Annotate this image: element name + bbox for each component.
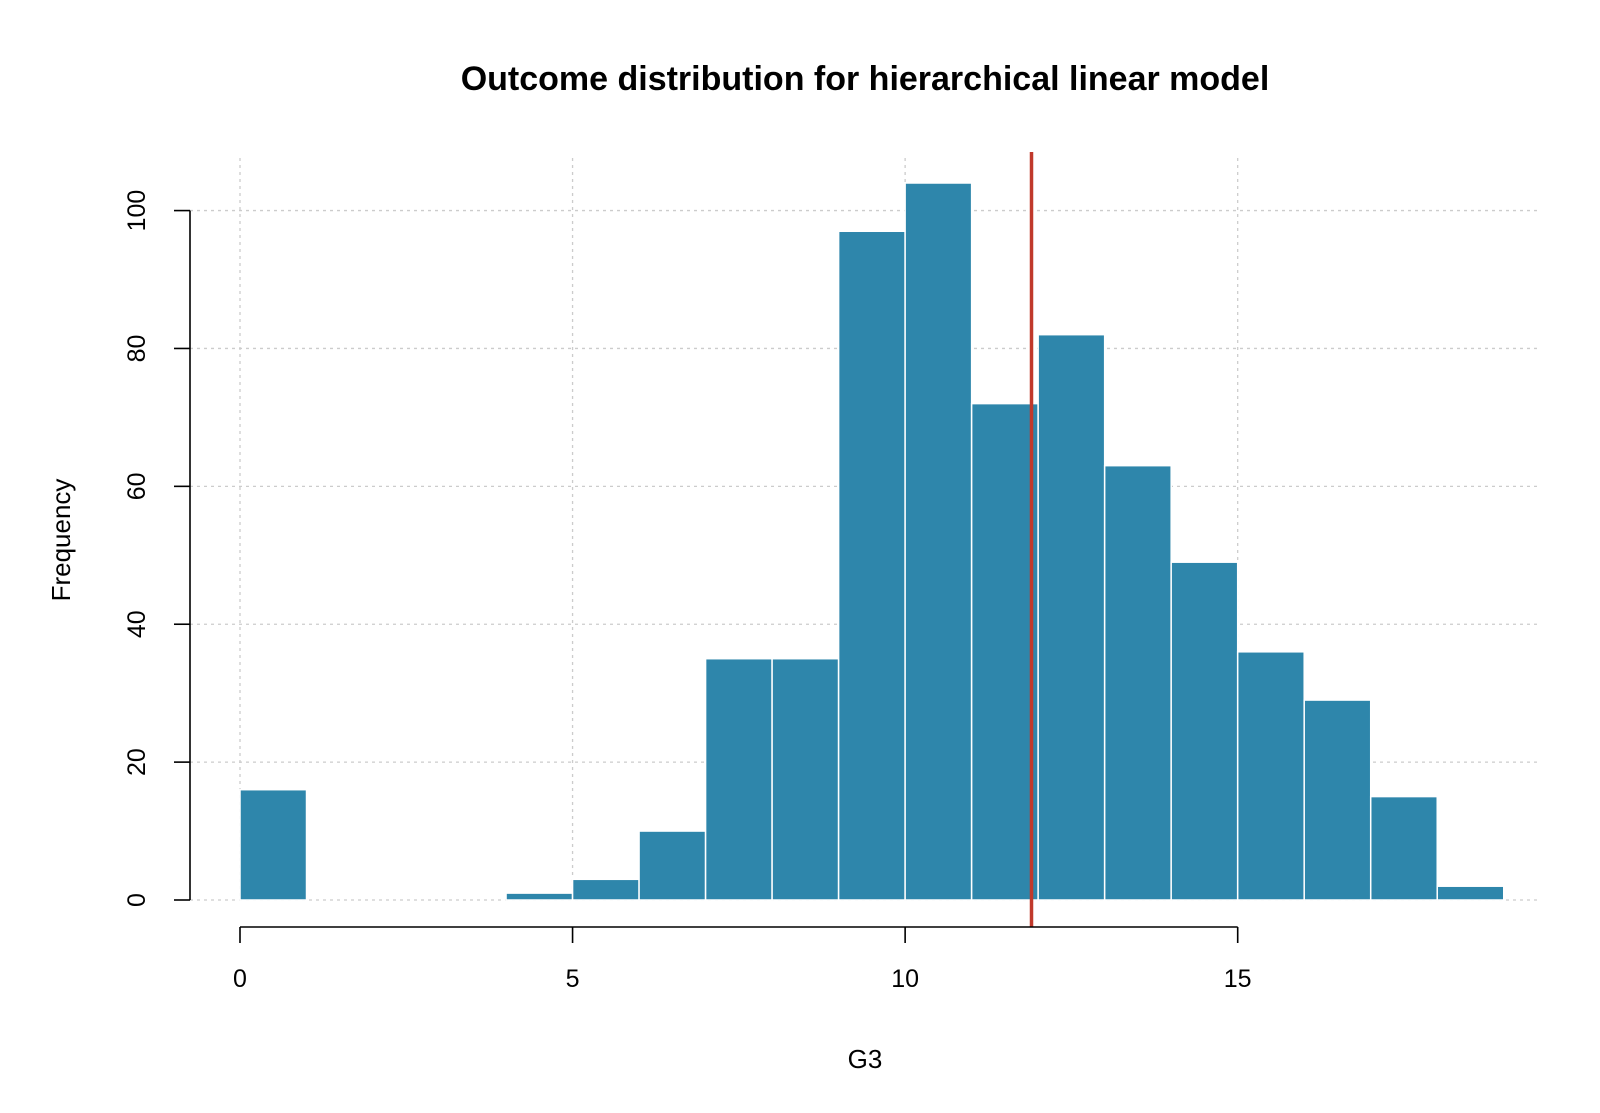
histogram-bar xyxy=(837,230,906,901)
x-tick-label: 5 xyxy=(566,965,580,993)
histogram-bar xyxy=(771,657,840,901)
axes-layer: 0 20 40 60 80 100 0 5 10 15 xyxy=(123,190,1252,993)
histogram-bar xyxy=(1303,699,1372,901)
histogram-bar xyxy=(1170,561,1239,901)
histogram-bar xyxy=(970,402,1039,901)
y-tick-label: 80 xyxy=(123,335,151,363)
histogram-bar xyxy=(239,788,308,901)
y-tick-label: 20 xyxy=(123,748,151,776)
y-tick-label: 40 xyxy=(123,610,151,638)
histogram-bar xyxy=(1236,651,1305,901)
histogram-bar xyxy=(904,182,973,901)
x-axis-label: G3 xyxy=(848,1044,883,1074)
histogram-bar xyxy=(1436,885,1505,901)
x-tick-label: 0 xyxy=(233,965,247,993)
histogram-bar xyxy=(1037,333,1106,901)
histogram-bar xyxy=(571,878,640,901)
histogram-bar xyxy=(1103,464,1172,901)
bars-layer xyxy=(239,182,1505,901)
y-tick-label: 0 xyxy=(123,893,151,907)
x-tick-label: 15 xyxy=(1224,965,1252,993)
y-axis-label: Frequency xyxy=(46,479,76,602)
histogram-bar xyxy=(1369,795,1438,901)
y-tick-label: 60 xyxy=(123,472,151,500)
y-tick-label: 100 xyxy=(123,190,151,232)
histogram-bar xyxy=(704,657,773,901)
x-tick-label: 10 xyxy=(891,965,919,993)
chart-title: Outcome distribution for hierarchical li… xyxy=(461,60,1270,98)
histogram-bar xyxy=(505,892,574,901)
histogram-bar xyxy=(638,830,707,901)
